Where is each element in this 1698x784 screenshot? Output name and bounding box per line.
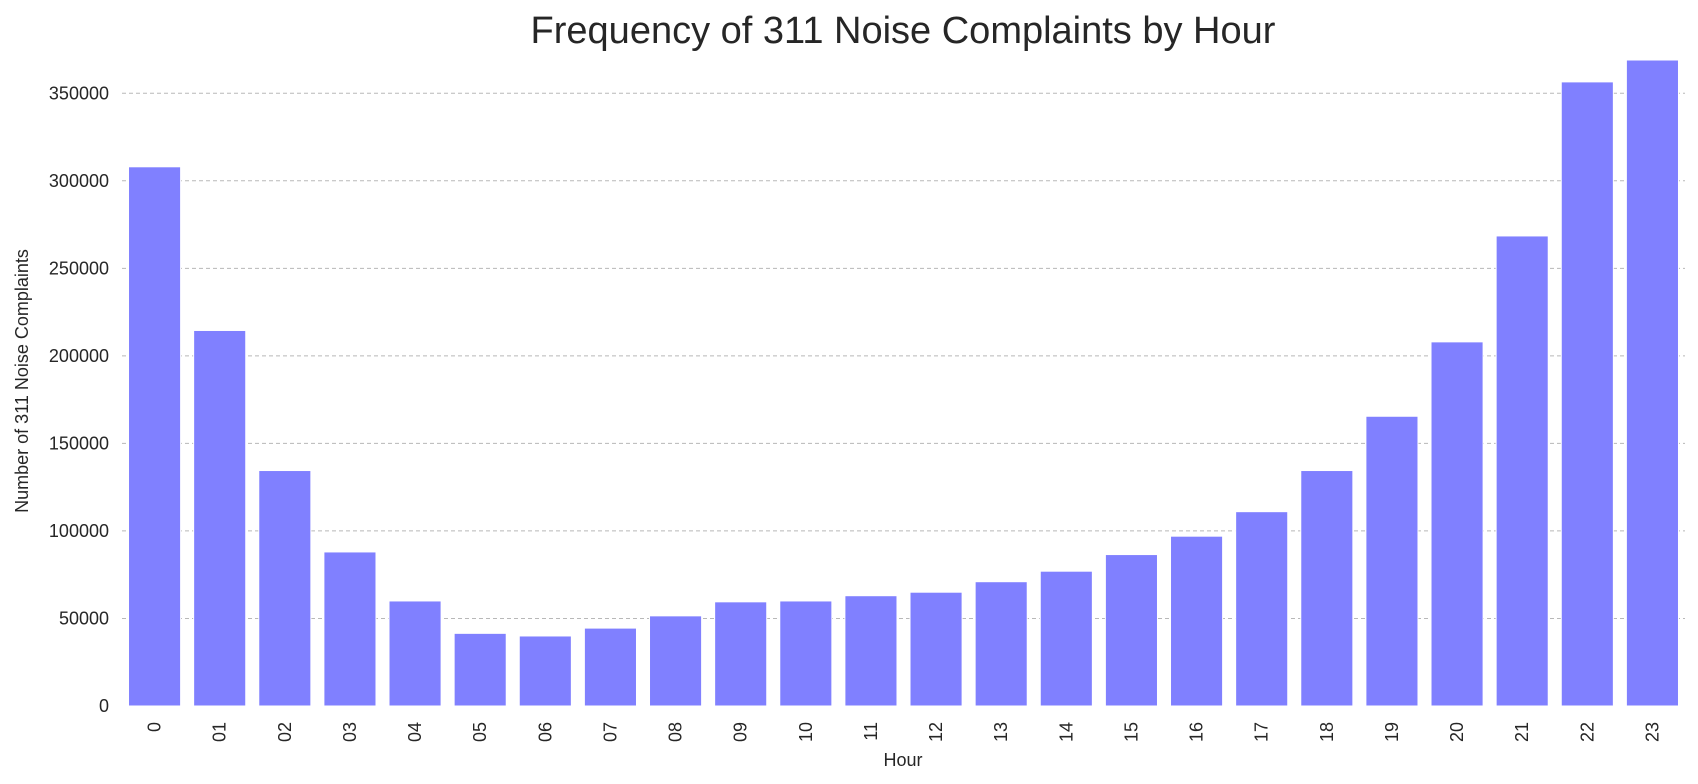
x-axis-ticks: 0 01 02 03 04 05 06 07 08 09 10 11 12 13 14 15 16 17 18 19 2… xyxy=(145,722,1663,742)
x-tick-label: 07 xyxy=(600,722,620,742)
x-tick-label: 11 xyxy=(861,722,881,741)
bar xyxy=(779,600,833,707)
y-axis-ticks: 0 50000 100000 150000 200000 250000 300000 3500… xyxy=(49,83,109,716)
x-tick-label: 03 xyxy=(340,722,360,742)
x-tick-label: 09 xyxy=(731,722,751,742)
x-tick-label: 13 xyxy=(991,722,1011,742)
y-tick-label: 300000 xyxy=(49,171,109,191)
bar xyxy=(258,470,312,707)
bar xyxy=(1300,470,1354,707)
bar xyxy=(388,600,442,707)
bar xyxy=(1625,59,1679,707)
bar xyxy=(714,601,768,707)
x-tick-label: 14 xyxy=(1056,722,1076,742)
x-tick-label: 22 xyxy=(1577,722,1597,742)
bar xyxy=(649,615,703,707)
gridlines xyxy=(122,92,1685,619)
bar xyxy=(844,595,898,707)
x-tick-label: 23 xyxy=(1642,722,1662,742)
x-axis-label: Hour xyxy=(883,750,922,770)
y-tick-label: 350000 xyxy=(49,83,109,103)
bar xyxy=(323,551,377,707)
bar xyxy=(1560,81,1614,707)
x-tick-label: 10 xyxy=(796,722,816,742)
chart-title: Frequency of 311 Noise Complaints by Hou… xyxy=(531,10,1276,52)
bar xyxy=(1170,535,1224,707)
x-tick-label: 08 xyxy=(666,722,686,742)
y-tick-label: 100000 xyxy=(49,521,109,541)
x-tick-label: 05 xyxy=(470,722,490,742)
y-tick-label: 150000 xyxy=(49,433,109,453)
x-tick-label: 20 xyxy=(1447,722,1467,742)
x-tick-label: 12 xyxy=(926,722,946,742)
x-tick-label: 0 xyxy=(145,722,165,732)
bar xyxy=(1365,415,1419,707)
y-tick-label: 0 xyxy=(99,696,109,716)
x-tick-label: 06 xyxy=(535,722,555,742)
bar xyxy=(909,591,963,707)
y-tick-label: 200000 xyxy=(49,346,109,366)
x-tick-label: 19 xyxy=(1382,722,1402,742)
x-tick-label: 15 xyxy=(1121,722,1141,742)
y-tick-label: 250000 xyxy=(49,258,109,278)
bar xyxy=(1039,570,1093,707)
x-tick-label: 16 xyxy=(1187,722,1207,742)
x-tick-label: 18 xyxy=(1317,722,1337,742)
bar xyxy=(1430,341,1484,707)
bar xyxy=(1235,511,1289,707)
bar xyxy=(974,581,1028,707)
x-tick-label: 01 xyxy=(210,722,230,742)
bar xyxy=(193,329,247,707)
x-tick-label: 04 xyxy=(405,722,425,742)
y-axis-label: Number of 311 Noise Complaints xyxy=(12,249,32,513)
x-tick-label: 21 xyxy=(1512,722,1532,742)
y-tick-label: 50000 xyxy=(59,608,109,628)
x-tick-label: 17 xyxy=(1252,722,1272,742)
bar xyxy=(1104,554,1158,707)
bar xyxy=(583,627,637,707)
bar xyxy=(128,166,182,707)
bar xyxy=(1495,235,1549,707)
bar xyxy=(518,635,572,707)
bar xyxy=(453,632,507,707)
x-tick-label: 02 xyxy=(275,722,295,742)
bars xyxy=(128,59,1679,707)
